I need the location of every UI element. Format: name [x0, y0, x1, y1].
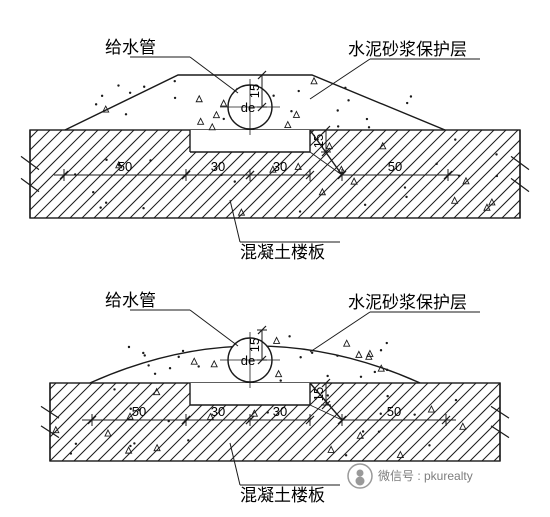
- svg-text:15: 15: [247, 338, 262, 352]
- svg-text:50: 50: [118, 159, 132, 174]
- svg-text:水泥砂浆保护层: 水泥砂浆保护层: [348, 293, 467, 312]
- svg-text:混凝土楼板: 混凝土楼板: [240, 243, 325, 262]
- svg-text:给水管: 给水管: [105, 38, 156, 57]
- svg-text:50: 50: [387, 404, 401, 419]
- svg-text:给水管: 给水管: [105, 291, 156, 310]
- svg-text:混凝土楼板: 混凝土楼板: [240, 486, 325, 505]
- svg-text:de: de: [241, 100, 255, 115]
- svg-text:30: 30: [211, 159, 225, 174]
- svg-text:de: de: [241, 353, 255, 368]
- svg-text:50: 50: [388, 159, 402, 174]
- svg-text:微信号 : pkurealty: 微信号 : pkurealty: [378, 469, 473, 483]
- svg-text:30: 30: [273, 159, 287, 174]
- svg-text:30: 30: [211, 404, 225, 419]
- svg-text:水泥砂浆保护层: 水泥砂浆保护层: [348, 40, 467, 59]
- engineering-section-diagram: de给水管水泥砂浆保护层混凝土楼板503030501515de给水管水泥砂浆保护…: [0, 0, 550, 517]
- svg-text:50: 50: [132, 404, 146, 419]
- svg-text:30: 30: [273, 404, 287, 419]
- svg-text:15: 15: [247, 84, 262, 98]
